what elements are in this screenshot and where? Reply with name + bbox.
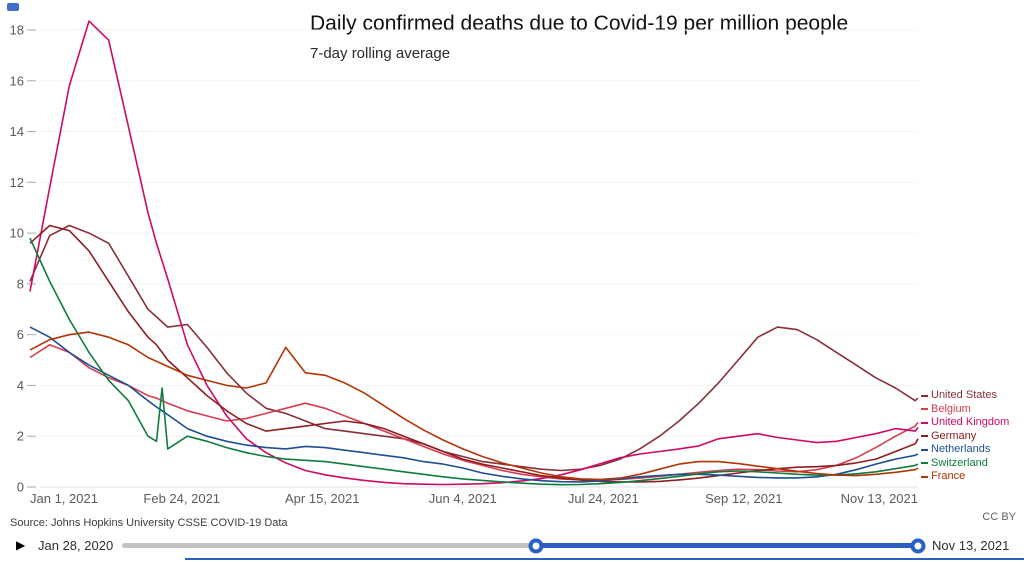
y-axis-label: 4 [17, 378, 24, 393]
timeline-selected-range [535, 543, 918, 548]
y-axis-label: 8 [17, 276, 24, 291]
legend-line-mark [921, 475, 928, 478]
y-axis-label: 16 [10, 73, 24, 88]
x-axis-label: Feb 24, 2021 [143, 491, 220, 506]
y-axis-label: 6 [17, 327, 24, 342]
y-axis-label: 18 [10, 23, 24, 38]
legend-label: United Kingdom [931, 416, 1010, 428]
x-axis-label: Nov 13, 2021 [841, 491, 918, 506]
series-line-belgium [29, 343, 919, 481]
bottom-divider [185, 558, 1024, 560]
series-line-netherlands [29, 326, 919, 483]
legend-line-mark [921, 408, 928, 410]
series-line-united-kingdom [29, 20, 919, 486]
x-axis-label: Jun 4, 2021 [429, 491, 497, 506]
timeline-start-handle[interactable] [528, 538, 544, 553]
y-axis-label: 12 [10, 175, 24, 190]
timeline-control: ▶ Jan 28, 2020 Nov 13, 2021 [0, 534, 1024, 560]
timeline-track[interactable] [122, 538, 926, 553]
legend-line-mark [921, 435, 928, 437]
legend-line-mark [921, 421, 928, 424]
x-axis-label: Sep 12, 2021 [705, 491, 782, 506]
series-line-switzerland [29, 237, 919, 486]
legend-item-netherlands[interactable]: Netherlands [921, 444, 1009, 455]
legend-line-mark [921, 448, 928, 451]
legend-label: Switzerland [931, 456, 988, 469]
legend-label: Germany [931, 429, 977, 442]
legend-line-mark [921, 394, 928, 397]
y-axis-label: 10 [10, 226, 24, 241]
legend-item-united-states[interactable]: United States [921, 390, 1009, 401]
legend-item-france[interactable]: France [921, 471, 1009, 482]
legend-item-germany[interactable]: Germany [921, 429, 1009, 442]
y-axis-label: 2 [17, 429, 24, 444]
legend-label: France [931, 470, 966, 482]
chart-legend: United States Belgium United Kingdom German… [921, 390, 1009, 482]
timeline-start-date: Jan 28, 2020 [38, 538, 114, 553]
legend-item-united-kingdom[interactable]: United Kingdom [921, 417, 1009, 428]
legend-line-mark [921, 462, 928, 464]
chart-plot-area[interactable]: 0 2 4 6 8 10 12 14 16 18 Jan 1, 2021 Feb 24, 2021 Ap… [0, 0, 1024, 510]
legend-item-belgium[interactable]: Belgium [921, 402, 1009, 415]
series-line-france [29, 331, 919, 481]
chart-title: Daily confirmed deaths due to Covid-19 p… [310, 12, 849, 35]
y-axis-label: 14 [10, 124, 24, 139]
source-attribution[interactable]: Source: Johns Hopkins University CSSE CO… [10, 517, 288, 529]
corner-artifact [7, 3, 19, 11]
license-link[interactable]: CC BY [982, 511, 1016, 523]
legend-item-switzerland[interactable]: Switzerland [921, 456, 1009, 469]
series-line-united-states [29, 224, 919, 472]
legend-label: Belgium [931, 402, 971, 415]
timeline-end-date: Nov 13, 2021 [932, 538, 1010, 553]
x-axis-label: Jul 24, 2021 [568, 491, 639, 506]
legend-label: United States [931, 389, 998, 401]
chart-subtitle: 7-day rolling average [310, 45, 451, 62]
timeline-end-handle[interactable] [910, 538, 926, 553]
x-axis-label: Apr 15, 2021 [285, 491, 359, 506]
play-button[interactable]: ▶ [16, 538, 26, 552]
y-axis-label: 0 [17, 480, 24, 495]
legend-label: Netherlands [931, 443, 991, 455]
x-axis-label: Jan 1, 2021 [30, 491, 98, 506]
